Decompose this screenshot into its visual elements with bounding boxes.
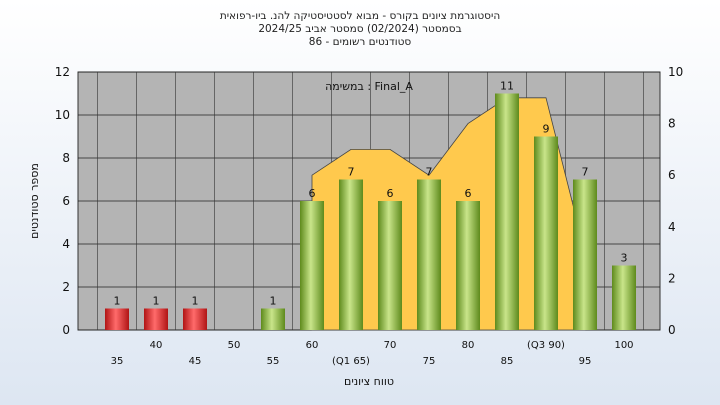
bar-label-45: 1 bbox=[192, 295, 199, 308]
bar-label-95: 7 bbox=[582, 166, 589, 179]
y2-tick-label: 4 bbox=[668, 220, 676, 234]
bar-85 bbox=[495, 93, 519, 330]
bar-60 bbox=[300, 201, 324, 330]
bar-label-85: 11 bbox=[500, 80, 514, 93]
task-annotation: במשימה : Final_A bbox=[325, 80, 413, 93]
x-tick-label: 60 bbox=[306, 340, 319, 351]
bar-55 bbox=[261, 308, 285, 330]
bar-90 bbox=[534, 136, 558, 330]
y-tick-label: 2 bbox=[62, 280, 70, 294]
bar-100 bbox=[612, 265, 636, 330]
y-tick-label: 6 bbox=[62, 194, 70, 208]
chart-enrollment: סטודנטים רשומים - 86 bbox=[308, 36, 412, 48]
bar-70 bbox=[378, 201, 402, 330]
x-tick-label: (Q1 65) bbox=[332, 356, 370, 367]
y2-tick-label: 8 bbox=[668, 117, 676, 131]
y-tick-label: 10 bbox=[55, 108, 70, 122]
y2-tick-label: 10 bbox=[668, 65, 683, 79]
bar-80 bbox=[456, 201, 480, 330]
x-tick-label: 70 bbox=[384, 340, 397, 351]
x-tick-label: 50 bbox=[228, 340, 241, 351]
bar-label-90: 9 bbox=[543, 123, 550, 136]
axes: 0 2 4 6 8 10 12 0 2 4 6 8 10 35 40 45 50 55 60 (Q1 65) 70 75 8… bbox=[55, 65, 684, 367]
bar-45 bbox=[183, 308, 207, 330]
chart-title-block: היסטוגרמת ציונים בקורס - מבוא לסטטיסטיקה… bbox=[0, 10, 720, 49]
bar-label-40: 1 bbox=[153, 295, 160, 308]
y2-tick-label: 6 bbox=[668, 168, 676, 182]
y-tick-label: 4 bbox=[62, 237, 70, 251]
bar-label-35: 1 bbox=[114, 295, 121, 308]
y-axis-label: מספר סטודנטים bbox=[28, 163, 41, 239]
bar-95 bbox=[573, 179, 597, 330]
bar-35 bbox=[105, 308, 129, 330]
x-tick-label: 35 bbox=[111, 356, 124, 367]
y-tick-label: 8 bbox=[62, 151, 70, 165]
bar-label-55: 1 bbox=[270, 295, 277, 308]
y-tick-label: 12 bbox=[55, 65, 70, 79]
bar-label-100: 3 bbox=[621, 252, 628, 265]
bar-label-80: 6 bbox=[465, 187, 472, 200]
bar-label-75: 7 bbox=[426, 166, 433, 179]
y-tick-label: 0 bbox=[62, 323, 70, 337]
chart-subtitle: בסמסטר (02/2024) סמסטר אביב 2024/25 bbox=[258, 23, 462, 35]
x-axis-label: טווח ציונים bbox=[344, 375, 394, 388]
bar-40 bbox=[144, 308, 168, 330]
y2-tick-label: 0 bbox=[668, 323, 676, 337]
x-tick-label: 45 bbox=[189, 356, 202, 367]
bar-65 bbox=[339, 179, 363, 330]
y2-tick-label: 2 bbox=[668, 271, 676, 285]
x-tick-label: 95 bbox=[579, 356, 592, 367]
bar-label-70: 6 bbox=[387, 187, 394, 200]
x-tick-label: (Q3 90) bbox=[527, 340, 565, 351]
x-tick-label: 40 bbox=[150, 340, 163, 351]
x-tick-label: 100 bbox=[614, 340, 633, 351]
x-tick-label: 55 bbox=[267, 356, 280, 367]
x-tick-label: 80 bbox=[462, 340, 475, 351]
bar-label-60: 6 bbox=[309, 187, 316, 200]
x-tick-label: 85 bbox=[501, 356, 514, 367]
chart-title: היסטוגרמת ציונים בקורס - מבוא לסטטיסטיקה… bbox=[219, 10, 501, 22]
x-tick-label: 75 bbox=[423, 356, 436, 367]
bar-75 bbox=[417, 179, 441, 330]
bar-label-65: 7 bbox=[348, 166, 355, 179]
